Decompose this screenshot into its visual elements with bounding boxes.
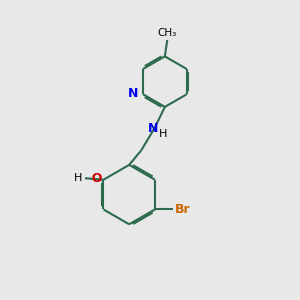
Text: Br: Br [175, 203, 190, 216]
Text: CH₃: CH₃ [158, 28, 177, 38]
Text: H: H [74, 173, 83, 183]
Text: H: H [159, 129, 168, 139]
Text: N: N [128, 87, 139, 100]
Text: O: O [82, 172, 102, 185]
Text: N: N [148, 122, 158, 135]
